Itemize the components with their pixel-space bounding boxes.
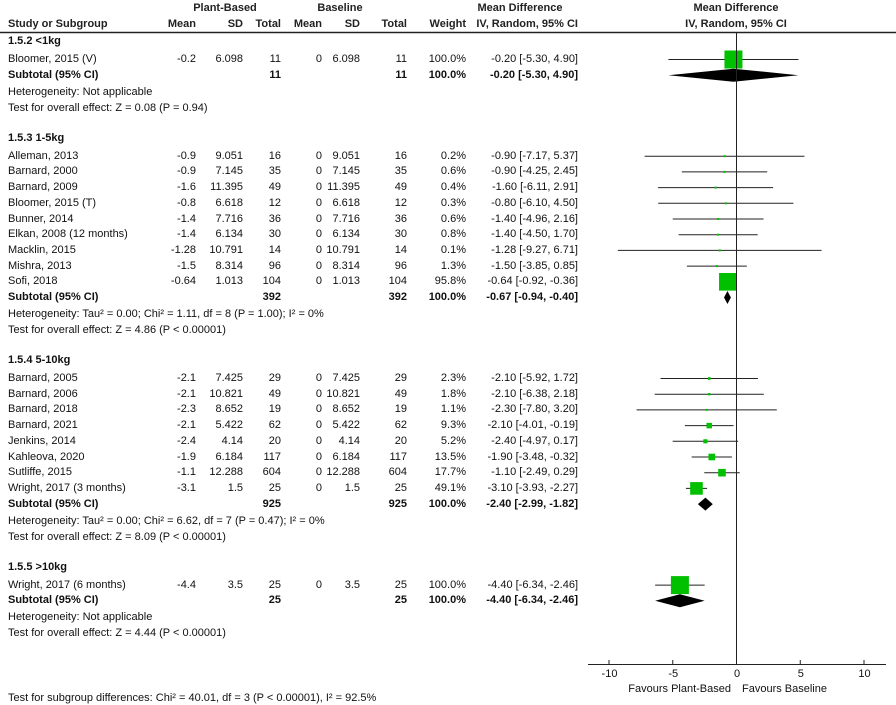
x-tick-label: 10 (715, 667, 896, 681)
overall-effect-text: Test for overall effect: Z = 0.08 (P = 0… (8, 101, 208, 115)
section-title: 1.5.5 >10kg (8, 560, 67, 574)
study-ci: -1.90 [-3.48, -0.32] (378, 450, 578, 464)
favours-right-label: Favours Baseline (742, 682, 827, 696)
overall-effect-text: Test for overall effect: Z = 4.86 (P < 0… (8, 323, 226, 337)
overall-effect-text: Test for overall effect: Z = 4.44 (P < 0… (8, 626, 226, 640)
study-marker (706, 423, 711, 428)
study-marker (724, 171, 726, 173)
study-marker (708, 377, 711, 380)
subtotal-diamond (698, 498, 713, 511)
study-ci: -1.60 [-6.11, 2.91] (378, 180, 578, 194)
subgroup-differences-text: Test for subgroup differences: Chi² = 40… (8, 691, 376, 705)
heterogeneity-text: Heterogeneity: Tau² = 0.00; Chi² = 1.11,… (8, 307, 324, 321)
study-marker (715, 187, 717, 189)
subtotal-ci: -2.40 [-2.99, -1.82] (378, 497, 578, 511)
subtotal-ci: -4.40 [-6.34, -2.46] (378, 593, 578, 607)
study-marker (724, 51, 742, 69)
study-ci: -2.40 [-4.97, 0.17] (378, 434, 578, 448)
subtotal-ci: -0.67 [-0.94, -0.40] (378, 290, 578, 304)
study-marker (718, 469, 726, 477)
study-marker (703, 439, 707, 443)
study-marker (719, 273, 737, 291)
subtotal-diamond (724, 291, 731, 304)
study-ci: -0.64 [-0.92, -0.36] (378, 274, 578, 288)
study-ci: -2.10 [-4.01, -0.19] (378, 418, 578, 432)
study-marker (717, 218, 719, 220)
study-ci: -3.10 [-3.93, -2.27] (378, 481, 578, 495)
study-ci: -1.28 [-9.27, 6.71] (378, 243, 578, 257)
overall-effect-text: Test for overall effect: Z = 8.09 (P < 0… (8, 530, 226, 544)
study-marker (708, 393, 710, 395)
study-ci: -2.10 [-5.92, 1.72] (378, 371, 578, 385)
heterogeneity-text: Heterogeneity: Not applicable (8, 610, 152, 624)
study-marker (671, 576, 689, 594)
study-marker (724, 155, 726, 157)
subtotal-diamond (668, 69, 798, 82)
section-title: 1.5.4 5-10kg (8, 353, 70, 367)
study-ci: -0.90 [-7.17, 5.37] (378, 149, 578, 163)
study-marker (706, 409, 708, 411)
section-title: 1.5.2 <1kg (8, 34, 61, 48)
study-ci: -1.10 [-2.49, 0.29] (378, 465, 578, 479)
study-marker (725, 202, 727, 204)
study-marker (708, 454, 715, 461)
study-ci: -1.50 [-3.85, 0.85] (378, 259, 578, 273)
heterogeneity-text: Heterogeneity: Not applicable (8, 85, 152, 99)
study-marker (690, 482, 703, 495)
study-marker (717, 234, 719, 236)
study-ci: -0.20 [-5.30, 4.90] (378, 52, 578, 66)
study-ci: -0.80 [-6.10, 4.50] (378, 196, 578, 210)
heterogeneity-text: Heterogeneity: Tau² = 0.00; Chi² = 6.62,… (8, 514, 325, 528)
study-ci: -1.40 [-4.96, 2.16] (378, 212, 578, 226)
favours-left-label: Favours Plant-Based (531, 682, 731, 696)
subtotal-ci: -0.20 [-5.30, 4.90] (378, 68, 578, 82)
study-ci: -2.10 [-6.38, 2.18] (378, 387, 578, 401)
study-ci: -4.40 [-6.34, -2.46] (378, 578, 578, 592)
subtotal-diamond (655, 594, 704, 607)
study-marker (716, 265, 718, 267)
study-ci: -1.40 [-4.50, 1.70] (378, 227, 578, 241)
study-ci: -0.90 [-4.25, 2.45] (378, 164, 578, 178)
study-ci: -2.30 [-7.80, 3.20] (378, 402, 578, 416)
section-title: 1.5.3 1-5kg (8, 131, 64, 145)
study-marker (719, 249, 721, 251)
